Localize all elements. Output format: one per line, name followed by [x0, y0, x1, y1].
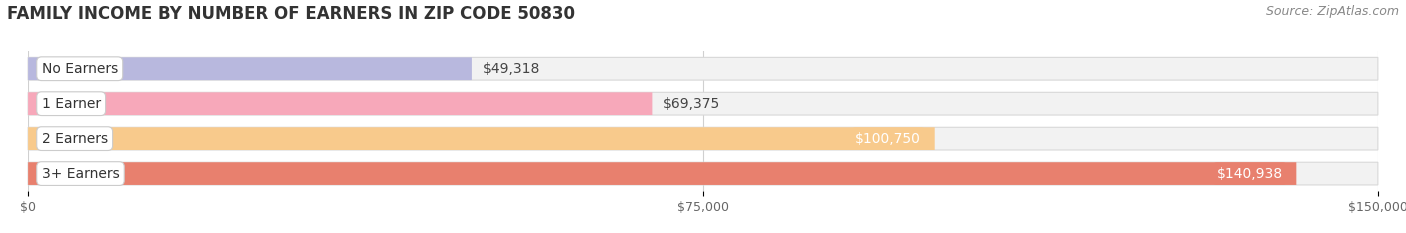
- Text: $49,318: $49,318: [482, 62, 540, 76]
- Text: $100,750: $100,750: [855, 132, 921, 146]
- Text: 1 Earner: 1 Earner: [42, 97, 101, 111]
- FancyBboxPatch shape: [28, 92, 1378, 115]
- FancyBboxPatch shape: [28, 57, 472, 80]
- FancyBboxPatch shape: [28, 57, 1378, 80]
- FancyBboxPatch shape: [28, 92, 652, 115]
- Text: 3+ Earners: 3+ Earners: [42, 167, 120, 181]
- FancyBboxPatch shape: [28, 127, 935, 150]
- FancyBboxPatch shape: [28, 127, 1378, 150]
- FancyBboxPatch shape: [28, 162, 1378, 185]
- Text: 2 Earners: 2 Earners: [42, 132, 108, 146]
- FancyBboxPatch shape: [28, 162, 1296, 185]
- Text: FAMILY INCOME BY NUMBER OF EARNERS IN ZIP CODE 50830: FAMILY INCOME BY NUMBER OF EARNERS IN ZI…: [7, 5, 575, 23]
- Text: $69,375: $69,375: [664, 97, 720, 111]
- Text: $140,938: $140,938: [1216, 167, 1282, 181]
- Text: No Earners: No Earners: [42, 62, 118, 76]
- Text: Source: ZipAtlas.com: Source: ZipAtlas.com: [1265, 5, 1399, 18]
